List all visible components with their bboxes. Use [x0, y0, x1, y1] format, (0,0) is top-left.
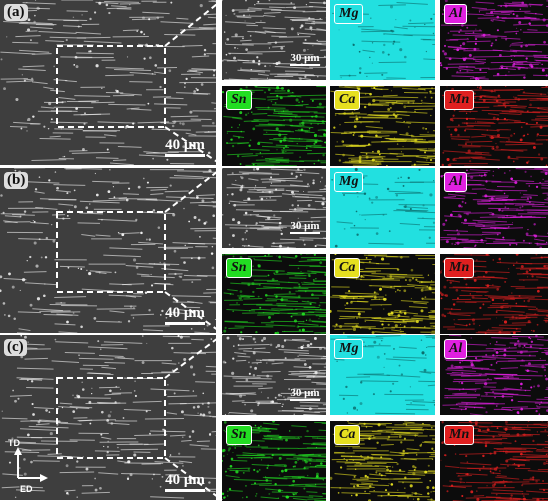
- element-label: Mg: [334, 4, 364, 24]
- eds-map: Mg: [330, 168, 435, 248]
- eds-map: Mn: [440, 254, 548, 334]
- zoom-image: 30 μm: [222, 0, 326, 80]
- scale-bar: 30 μm: [288, 387, 322, 401]
- scale-text: 40 μm: [165, 305, 205, 321]
- element-label: Sn: [226, 425, 252, 445]
- texture: [440, 0, 548, 80]
- element-label: Mn: [444, 425, 475, 445]
- scale-text: 40 μm: [165, 472, 205, 488]
- panel-label: (b): [4, 172, 29, 189]
- texture: [330, 86, 435, 166]
- eds-map: Mg: [330, 335, 435, 415]
- scale-line: [165, 322, 205, 325]
- scale-line: [165, 489, 205, 492]
- eds-map: Mn: [440, 86, 548, 166]
- element-label: Sn: [226, 258, 252, 278]
- eds-map: Sn: [222, 421, 326, 501]
- eds-map: Sn: [222, 86, 326, 166]
- texture: [222, 0, 326, 80]
- scale-bar: 30 μm: [288, 220, 322, 234]
- eds-map: Ca: [330, 421, 435, 501]
- scale-text: 30 μm: [290, 52, 320, 64]
- sem-image: (a) 40 μm: [0, 0, 216, 165]
- zoom-image: 30 μm: [222, 335, 326, 415]
- element-label: Mg: [334, 172, 364, 192]
- element-label: Al: [444, 4, 468, 24]
- zoom-image: 30 μm: [222, 168, 326, 248]
- eds-map: Mg: [330, 0, 435, 80]
- element-label: Ca: [334, 90, 361, 110]
- scale-text: 30 μm: [290, 387, 320, 399]
- scale-line: [165, 154, 205, 157]
- texture: [222, 168, 326, 248]
- scale-bar: 30 μm: [288, 52, 322, 66]
- element-label: Al: [444, 339, 468, 359]
- element-label: Sn: [226, 90, 252, 110]
- element-label: Ca: [334, 425, 361, 445]
- element-label: Mn: [444, 90, 475, 110]
- eds-map: Ca: [330, 254, 435, 334]
- scale-bar: 40 μm: [162, 137, 208, 157]
- scale-bar: 40 μm: [162, 305, 208, 325]
- sem-image: (c) 40 μm: [0, 335, 216, 500]
- panel-label: (a): [4, 4, 28, 21]
- eds-map: Al: [440, 0, 548, 80]
- eds-map: Al: [440, 335, 548, 415]
- eds-map: Sn: [222, 254, 326, 334]
- scale-line: [290, 64, 320, 66]
- eds-map: Ca: [330, 86, 435, 166]
- scale-bar: 40 μm: [162, 472, 208, 492]
- panel-label: (c): [4, 339, 27, 356]
- element-label: Mg: [334, 339, 364, 359]
- scale-text: 30 μm: [290, 220, 320, 232]
- eds-map: Al: [440, 168, 548, 248]
- eds-map: Mn: [440, 421, 548, 501]
- element-label: Ca: [334, 258, 361, 278]
- element-label: Al: [444, 172, 468, 192]
- scale-line: [290, 399, 320, 401]
- sem-image: (b) 40 μm: [0, 168, 216, 333]
- element-label: Mn: [444, 258, 475, 278]
- scale-line: [290, 232, 320, 234]
- texture: [222, 335, 326, 415]
- scale-text: 40 μm: [165, 137, 205, 153]
